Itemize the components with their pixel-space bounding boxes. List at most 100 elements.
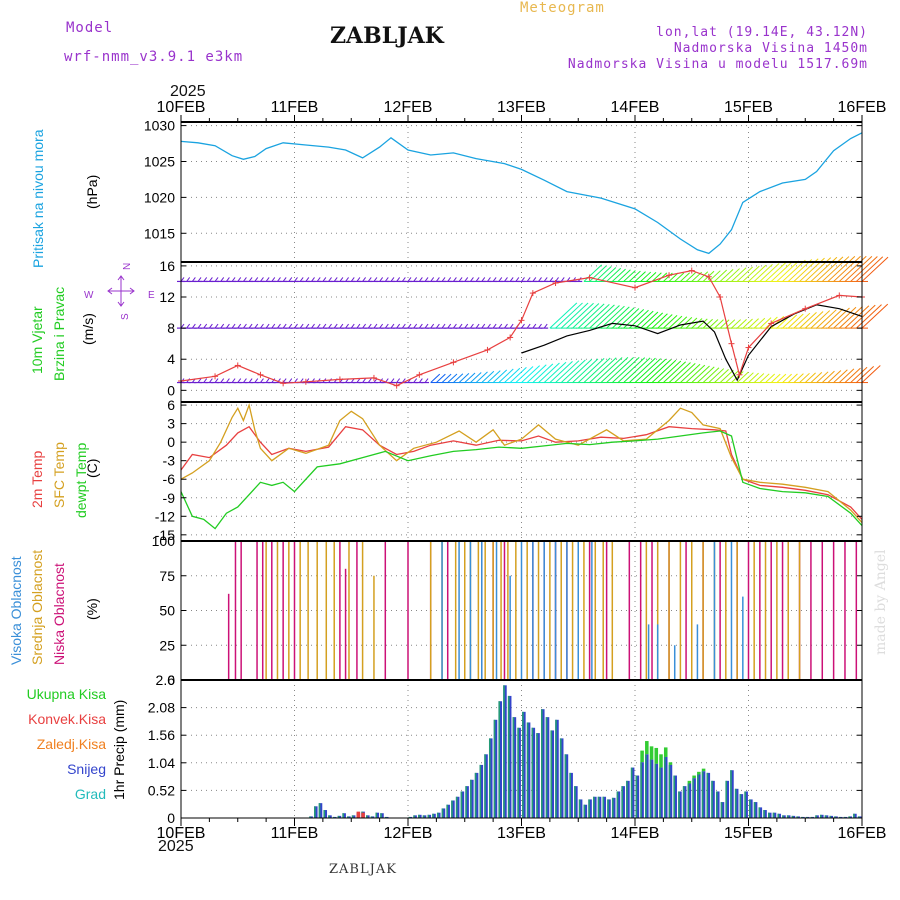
wind-barb xyxy=(413,277,418,282)
wind-barb xyxy=(260,277,264,282)
wind-barb xyxy=(765,373,776,383)
precip-snow-bar xyxy=(791,815,796,818)
precip-total-bar xyxy=(611,797,614,818)
precip-total-bar xyxy=(332,816,335,818)
precip-snow-bar xyxy=(749,799,753,818)
wind-barb xyxy=(345,323,349,329)
wind-barb xyxy=(418,277,423,282)
precip-total-bar xyxy=(697,771,701,775)
precip-total-bar xyxy=(541,709,543,818)
precip-snow-bar xyxy=(309,816,313,818)
precip-snow-bar xyxy=(484,754,488,818)
wind-barb xyxy=(311,323,315,329)
precip-snow-bar xyxy=(607,799,611,818)
wind-barb xyxy=(475,277,480,282)
wind-barb xyxy=(362,323,367,329)
wind-barb xyxy=(844,305,870,329)
ytick-label: 16 xyxy=(159,258,175,274)
precip-snow-bar xyxy=(829,815,834,818)
wind-barb xyxy=(668,315,683,329)
xtick-label-top: 11FEB xyxy=(271,99,319,116)
wind-barb xyxy=(237,323,242,329)
precip-total-bar xyxy=(645,754,647,818)
precip-total-bar xyxy=(659,754,663,768)
ytick-label: -6 xyxy=(163,471,176,487)
ytick-label: 1015 xyxy=(144,225,175,241)
wind-barb xyxy=(821,370,835,383)
precip-snow-bar xyxy=(517,727,521,818)
wind-barb xyxy=(220,277,225,282)
precip-snow-bar xyxy=(384,816,389,818)
wind-barb xyxy=(271,323,276,329)
wind-barb xyxy=(265,378,270,383)
precip-snow-bar xyxy=(602,796,607,818)
wind-barb xyxy=(663,314,678,329)
wind-barb xyxy=(197,323,202,329)
wind-barb xyxy=(583,264,602,282)
wind-barb xyxy=(203,277,208,282)
wind-barb xyxy=(702,318,713,329)
wind-barb xyxy=(197,277,202,282)
wind-barb xyxy=(736,266,754,282)
wind-barb xyxy=(504,277,508,282)
wind-barb xyxy=(543,323,548,329)
precip-total-bar xyxy=(602,796,605,818)
wind-barb xyxy=(430,277,435,282)
wind-barb xyxy=(345,277,349,282)
wind-barb xyxy=(782,259,806,282)
wind-barb xyxy=(611,357,640,383)
precip-total-bar xyxy=(351,815,354,818)
wind-barb xyxy=(220,378,225,383)
precip-total-bar xyxy=(507,695,510,818)
precip-total-bar xyxy=(536,733,538,818)
precip-snow-bar xyxy=(786,815,791,818)
precip-total-bar xyxy=(791,815,794,818)
wind-barb xyxy=(634,271,646,282)
wind-barb xyxy=(770,373,781,383)
precip-legend-total: Ukupna Kisa xyxy=(26,686,106,702)
precip-snow-bar xyxy=(734,788,739,818)
wind-barb xyxy=(356,378,361,383)
wind-barb xyxy=(776,260,800,282)
precip-total-bar xyxy=(616,791,619,818)
precip-total-bar xyxy=(578,799,581,818)
wind-barb xyxy=(719,369,734,383)
precip-snow-bar xyxy=(574,786,578,818)
precip-snow-bar xyxy=(857,816,862,818)
wind-barb xyxy=(833,306,857,329)
wind-barb xyxy=(430,373,441,383)
pressure-line xyxy=(180,132,863,255)
precip-total-bar xyxy=(720,802,723,818)
precip-snow-bar xyxy=(663,756,668,818)
precip-total-bar xyxy=(555,719,557,818)
wind-barb xyxy=(821,308,844,329)
wind-barb xyxy=(277,277,281,282)
wind-barb xyxy=(208,323,213,329)
precip-snow-bar xyxy=(545,717,550,818)
wind-barb xyxy=(634,310,654,329)
ytick-label: 2.08 xyxy=(148,700,175,716)
precip-total-bar xyxy=(824,815,827,818)
wind-barb xyxy=(560,359,586,383)
xtick-label-bottom: 13FEB xyxy=(497,825,546,842)
precip-total-bar xyxy=(597,796,600,818)
wind-barb xyxy=(708,319,719,329)
wind-barb xyxy=(260,323,264,329)
wind-barb xyxy=(356,323,361,329)
precip-snow-bar xyxy=(507,695,512,818)
wind-barb xyxy=(759,263,780,282)
wind-barb xyxy=(328,323,332,329)
precip-snow-bar xyxy=(323,810,328,818)
precip-total-bar xyxy=(446,804,449,818)
precip-legend-snow: Snijeg xyxy=(67,761,106,777)
precip-total-bar xyxy=(857,816,860,818)
wind-barb xyxy=(623,357,651,383)
precip-total-bar xyxy=(768,812,770,818)
precip-legend-graupel: Grad xyxy=(74,786,106,802)
ytick-label: 0 xyxy=(167,810,175,826)
wind-barb xyxy=(646,359,672,383)
precip-total-bar xyxy=(654,763,657,818)
wind-barb xyxy=(481,370,495,383)
precip-total-bar xyxy=(451,800,453,818)
xtick-label-top: 16FEB xyxy=(838,99,887,116)
